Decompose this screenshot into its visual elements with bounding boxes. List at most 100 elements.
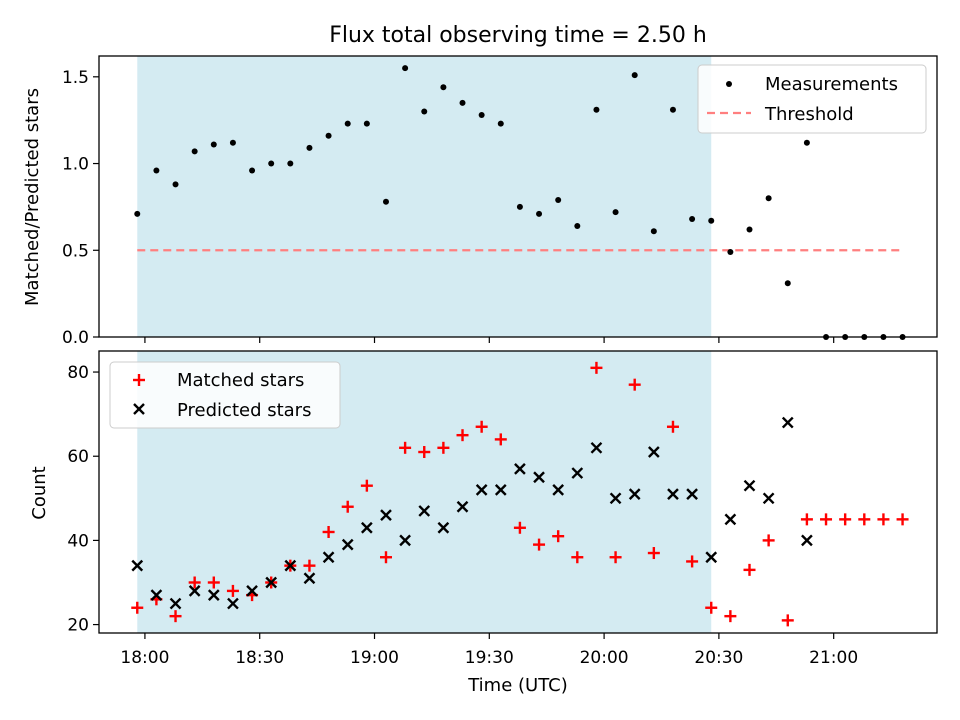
matched-star-point xyxy=(322,525,335,538)
y-tick-label: 1.0 xyxy=(62,155,89,175)
matched-star-point xyxy=(896,513,909,526)
matched-star-point xyxy=(781,614,794,627)
measurement-point xyxy=(249,167,256,174)
measurement-point xyxy=(229,139,236,146)
measurement-point xyxy=(536,210,543,217)
matched-star-point xyxy=(800,513,813,526)
measurement-point xyxy=(689,216,696,223)
top-x-ticks xyxy=(144,337,835,343)
measurement-point xyxy=(363,120,370,127)
matched-star-point xyxy=(513,521,526,534)
y-tick-label: 20 xyxy=(67,616,89,636)
predicted-stars-points xyxy=(131,416,813,610)
predicted-star-point xyxy=(781,416,794,429)
y-tick-label: 0.0 xyxy=(62,328,89,348)
matched-star-point xyxy=(226,584,239,597)
measurement-point xyxy=(382,198,389,205)
predicted-star-point xyxy=(801,534,813,547)
x-tick-label: 18:30 xyxy=(235,648,284,668)
x-axis-label: Time (UTC) xyxy=(467,675,568,696)
legend-predicted-label: Predicted stars xyxy=(177,400,311,421)
predicted-star-point xyxy=(227,597,239,610)
legend-matched-label: Matched stars xyxy=(177,370,304,391)
chart-title: Flux total observing time = 2.50 h xyxy=(329,23,707,48)
matched-star-point xyxy=(379,551,392,564)
predicted-star-point xyxy=(628,488,641,500)
predicted-star-point xyxy=(399,534,411,547)
measurement-point xyxy=(421,108,428,115)
measurement-point xyxy=(612,209,619,216)
bottom-y-ticks: 20 40 60 80 xyxy=(67,363,99,636)
measurement-point xyxy=(746,226,753,233)
x-tick-label: 21:00 xyxy=(809,648,858,668)
matched-star-point xyxy=(686,555,699,568)
predicted-star-point xyxy=(647,446,660,458)
observing-span-top xyxy=(137,56,712,337)
measurement-point xyxy=(191,148,198,155)
measurement-point xyxy=(268,160,275,167)
legend-measurements-marker xyxy=(726,81,732,87)
matched-star-point xyxy=(207,576,220,589)
predicted-star-point xyxy=(303,572,316,585)
predicted-star-point xyxy=(590,441,603,454)
matched-star-point xyxy=(456,429,469,442)
predicted-star-point xyxy=(188,585,201,597)
predicted-star-point xyxy=(456,500,469,513)
matched-star-point xyxy=(724,610,737,623)
bottom-panel: 20 40 60 80 18:00 18:30 19:00 19:30 20:00 20:30 2… xyxy=(29,350,938,696)
measurement-point xyxy=(402,65,409,72)
measurement-point xyxy=(325,132,332,139)
top-legend: Measurements Threshold xyxy=(697,64,927,134)
predicted-star-point xyxy=(571,467,584,479)
matched-star-point xyxy=(418,446,431,459)
matched-star-point xyxy=(533,538,546,551)
matched-star-point xyxy=(494,433,507,446)
matched-star-point xyxy=(609,551,622,564)
predicted-star-point xyxy=(131,559,144,572)
predicted-star-point xyxy=(552,484,565,496)
measurement-point xyxy=(669,106,676,113)
predicted-star-point xyxy=(533,471,545,484)
x-tick-label: 20:30 xyxy=(694,648,743,668)
measurement-point xyxy=(210,141,217,148)
legend-predicted-marker xyxy=(133,403,145,415)
y-tick-label: 60 xyxy=(67,447,89,467)
measurement-point xyxy=(650,228,657,235)
predicted-star-point xyxy=(475,484,488,496)
predicted-star-point xyxy=(437,521,450,534)
bottom-legend-box xyxy=(109,361,341,429)
y-tick-label: 1.5 xyxy=(62,68,89,88)
predicted-star-point xyxy=(418,505,431,517)
measurement-point xyxy=(172,181,179,188)
matched-star-point xyxy=(303,559,316,572)
matched-star-point xyxy=(666,420,679,433)
predicted-star-point xyxy=(705,551,718,564)
measurement-point xyxy=(440,84,447,91)
measurement-point xyxy=(727,249,734,256)
measurement-point xyxy=(134,210,141,217)
matched-star-point xyxy=(762,534,775,547)
matched-star-point xyxy=(590,361,603,374)
matched-star-point xyxy=(360,479,373,492)
bottom-legend: Matched stars Predicted stars xyxy=(109,361,341,429)
bottom-y-axis-label: Count xyxy=(29,466,50,519)
matched-star-point xyxy=(628,378,641,391)
measurement-point xyxy=(153,167,160,174)
predicted-star-point xyxy=(762,492,775,505)
measurement-point xyxy=(784,280,791,287)
predicted-star-point xyxy=(169,597,182,610)
predicted-star-point xyxy=(361,521,373,534)
measurement-point xyxy=(765,195,772,202)
measurement-point xyxy=(516,203,523,210)
measurement-point xyxy=(497,120,504,127)
legend-measurements-label: Measurements xyxy=(765,74,898,95)
y-tick-label: 40 xyxy=(67,531,89,551)
predicted-star-point xyxy=(667,488,679,500)
matched-star-point xyxy=(839,513,852,526)
top-y-ticks: 0.0 0.5 1.0 1.5 xyxy=(62,68,99,348)
matched-star-point xyxy=(877,513,890,526)
matched-star-point xyxy=(169,610,182,623)
predicted-star-point xyxy=(150,589,163,601)
matched-star-point xyxy=(647,547,660,560)
